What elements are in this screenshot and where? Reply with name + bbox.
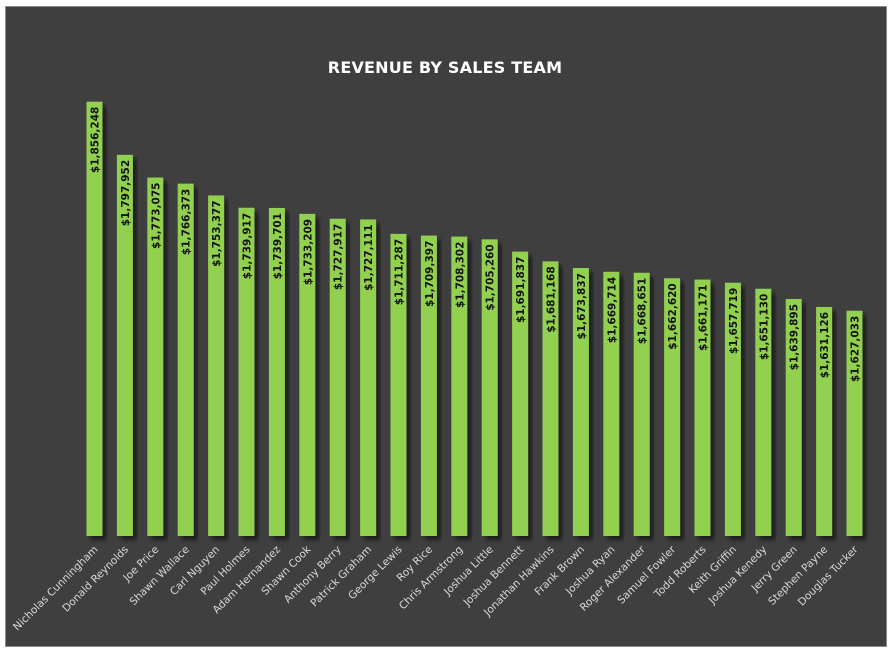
bar-value-label: $1,668,651 (637, 278, 649, 344)
bar-value-label: $1,673,837 (576, 273, 588, 339)
bar-value-label: $1,727,917 (333, 224, 345, 290)
bar-value-label: $1,669,714 (606, 277, 618, 343)
bar-value-label: $1,711,287 (394, 239, 406, 305)
bar-value-label: $1,662,620 (667, 283, 679, 349)
bar-11 (390, 233, 407, 536)
bar-value-label: $1,739,917 (242, 213, 254, 279)
bar-9 (329, 218, 346, 536)
bar-value-label: $1,766,373 (181, 189, 193, 255)
bar-2 (116, 154, 133, 537)
bar-value-label: $1,627,033 (850, 316, 862, 382)
bar-13 (451, 236, 468, 537)
bar-value-label: $1,657,719 (728, 288, 740, 354)
bar-22 (724, 282, 741, 536)
bar-7 (268, 207, 285, 536)
bar-8 (299, 213, 316, 536)
bar-10 (360, 219, 377, 537)
bar-value-label: $1,651,130 (758, 294, 770, 360)
chart-title: REVENUE BY SALES TEAM (327, 58, 563, 77)
bar-value-label: $1,709,397 (424, 241, 436, 307)
bar-4 (177, 183, 194, 537)
bar-21 (694, 279, 711, 536)
bar-value-label: $1,773,075 (150, 183, 162, 249)
bar-6 (238, 207, 255, 537)
bar-24 (785, 298, 802, 536)
bar-12 (420, 235, 437, 536)
bar-25 (816, 306, 833, 536)
bar-17 (572, 268, 589, 536)
bar-value-label: $1,705,260 (485, 244, 497, 310)
bar-value-label: $1,639,895 (789, 304, 801, 370)
bar-value-label: $1,753,377 (211, 200, 223, 266)
bar-value-label: $1,631,126 (819, 312, 831, 378)
bar-3 (147, 177, 164, 536)
bar-18 (603, 271, 620, 536)
bar-value-label: $1,661,171 (698, 285, 710, 351)
bar-14 (481, 239, 498, 536)
bar-value-label: $1,797,952 (120, 160, 132, 226)
bar-1 (86, 101, 103, 536)
bar-16 (542, 261, 559, 536)
bar-19 (633, 272, 650, 536)
bar-value-label: $1,739,701 (272, 213, 284, 279)
bar-value-label: $1,727,111 (363, 224, 375, 290)
bar-value-label: $1,708,302 (454, 242, 466, 308)
bar-value-label: $1,691,837 (515, 257, 527, 323)
bar-15 (512, 251, 529, 536)
bar-20 (664, 278, 681, 536)
bar-value-label: $1,856,248 (90, 107, 102, 173)
bar-value-label: $1,733,209 (302, 219, 314, 285)
bar-26 (846, 310, 863, 536)
bar-23 (755, 288, 772, 536)
category-label: George Lewis (346, 544, 404, 602)
bar-5 (208, 195, 225, 537)
bar-value-label: $1,681,168 (546, 266, 558, 332)
